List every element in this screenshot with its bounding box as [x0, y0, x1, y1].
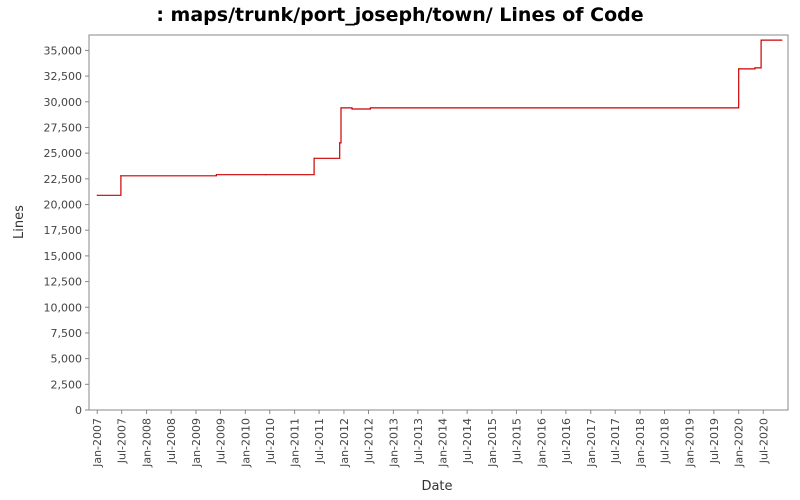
y-tick-label: 12,500	[44, 276, 83, 289]
y-tick-label: 25,000	[44, 147, 83, 160]
x-tick-label: Jul-2012	[363, 418, 376, 464]
y-tick-label: 17,500	[44, 224, 83, 237]
x-tick-label: Jan-2010	[239, 418, 252, 468]
y-tick-label: 22,500	[44, 173, 83, 186]
data-point	[313, 157, 315, 159]
y-axis: 0 2,500 5,000 7,500 10,000 12,500 15,000 17,500…	[44, 44, 89, 417]
x-tick-label: Jan-2011	[289, 418, 302, 468]
x-tick-label: Jul-2020	[757, 418, 770, 464]
y-tick-label: 10,000	[44, 301, 83, 314]
x-tick-label: Jul-2019	[708, 418, 721, 464]
x-tick-label: Jul-2013	[412, 418, 425, 464]
x-tick-label: Jan-2009	[190, 418, 203, 468]
data-point	[120, 175, 122, 177]
data-point	[760, 39, 762, 41]
y-tick-label: 5,000	[51, 353, 83, 366]
y-tick-label: 15,000	[44, 250, 83, 263]
series-layer	[96, 39, 783, 196]
x-tick-label: Jan-2019	[683, 418, 696, 468]
x-tick-label: Jan-2018	[634, 418, 647, 468]
data-point	[96, 194, 98, 196]
x-axis: Jan-2007 Jul-2007 Jan-2008 Jul-2008 Jan-2009…	[91, 410, 770, 468]
x-tick-label: Jan-2014	[437, 418, 450, 468]
y-axis-label: Lines	[12, 205, 27, 239]
x-tick-label: Jul-2007	[116, 418, 129, 464]
y-tick-label: 35,000	[44, 44, 83, 57]
x-tick-label: Jul-2014	[461, 418, 474, 464]
x-tick-label: Jan-2020	[733, 418, 746, 468]
data-point	[215, 174, 217, 176]
y-tick-label: 20,000	[44, 199, 83, 212]
x-tick-label: Jul-2018	[659, 418, 672, 464]
x-tick-label: Jan-2013	[387, 418, 400, 468]
x-tick-label: Jan-2012	[338, 418, 351, 468]
y-tick-label: 0	[75, 404, 82, 417]
x-tick-label: Jan-2016	[535, 418, 548, 468]
plot-area	[88, 34, 789, 411]
y-tick-label: 2,500	[51, 378, 83, 391]
x-tick-label: Jul-2016	[560, 418, 573, 464]
x-tick-label: Jul-2010	[264, 418, 277, 464]
x-tick-label: Jan-2007	[91, 418, 104, 468]
x-tick-label: Jul-2009	[214, 418, 227, 464]
chart-title: : maps/trunk/port_joseph/town/ Lines of …	[156, 4, 643, 26]
x-tick-label: Jul-2008	[165, 418, 178, 464]
x-tick-label: Jul-2015	[510, 418, 523, 464]
y-tick-label: 30,000	[44, 96, 83, 109]
data-point	[781, 39, 783, 41]
x-axis-label: Date	[421, 479, 452, 494]
x-tick-label: Jan-2008	[141, 418, 154, 468]
data-point	[351, 108, 353, 110]
data-point	[265, 174, 267, 176]
data-point	[339, 142, 341, 144]
y-tick-label: 27,500	[44, 121, 83, 134]
x-tick-label: Jul-2011	[313, 418, 326, 464]
y-tick-label: 32,500	[44, 70, 83, 83]
data-point	[340, 107, 342, 109]
y-tick-label: 7,500	[51, 327, 83, 340]
x-tick-label: Jul-2017	[609, 418, 622, 464]
x-tick-label: Jan-2017	[585, 418, 598, 468]
data-point	[738, 68, 740, 70]
x-tick-label: Jan-2015	[486, 418, 499, 468]
data-point	[754, 67, 756, 69]
data-point	[369, 107, 372, 109]
